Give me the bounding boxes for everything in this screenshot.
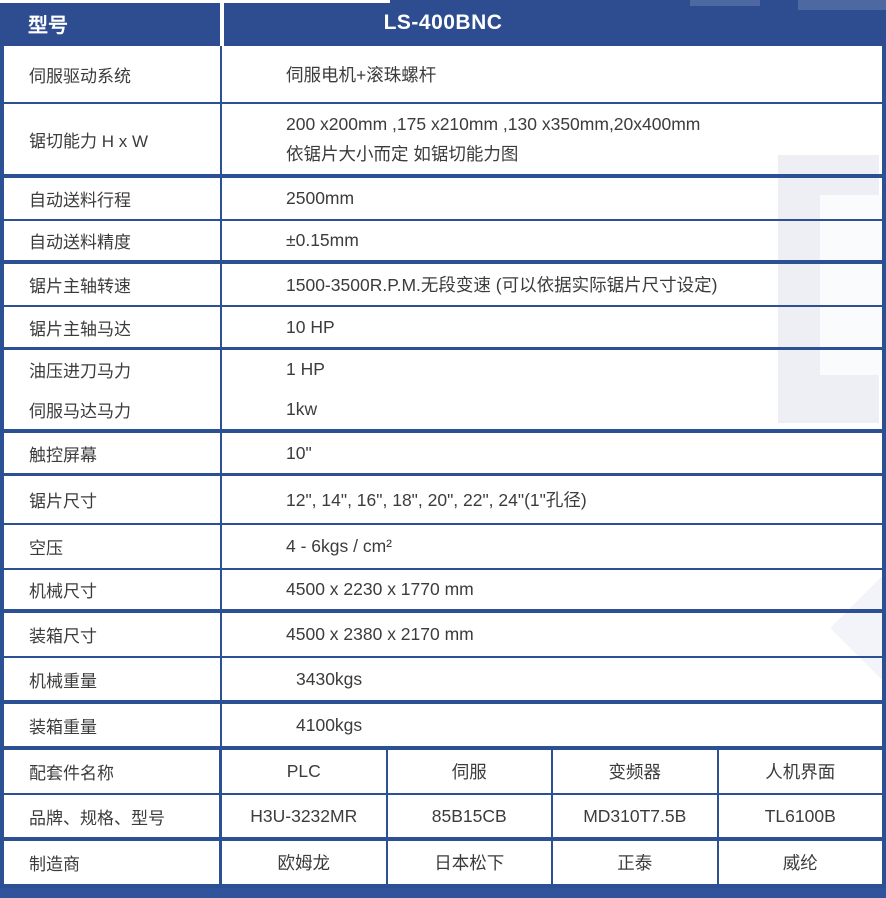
spec-label: 机械尺寸	[4, 570, 222, 609]
spec-label: 空压	[4, 525, 222, 568]
header-glare	[690, 0, 760, 6]
spec-value: 12", 14", 16", 18", 20", 22", 24"(1"孔径)	[286, 490, 587, 510]
accessory-cell: MD310T7.5B	[553, 795, 719, 837]
spec-row-touch-screen: 触控屏幕 10"	[4, 433, 882, 476]
spec-row-feed-accuracy: 自动送料精度 ±0.15mm	[4, 221, 882, 264]
spec-row-motors: 油压进刀马力 伺服马达马力 1 HP 1kw	[4, 350, 882, 433]
spec-label: 油压进刀马力	[29, 362, 131, 382]
spec-row-cutting-capacity: 锯切能力 H x W 200 x200mm ,175 x210mm ,130 x…	[4, 104, 882, 178]
spec-value: 4100kgs	[296, 714, 363, 735]
spec-value: 10 HP	[286, 316, 335, 337]
spec-row-servo-drive: 伺服驱动系统 伺服电机+滚珠螺杆	[4, 46, 882, 104]
spec-value-group: 1 HP 1kw	[222, 350, 882, 429]
spec-rows: 伺服驱动系统 伺服电机+滚珠螺杆 锯切能力 H x W 200 x200mm ,…	[0, 46, 886, 888]
spec-label: 自动送料行程	[4, 178, 222, 219]
accessories-label: 配套件名称	[4, 750, 222, 793]
accessory-cell: 正泰	[553, 841, 719, 884]
accessories-manufacturer-row: 制造商 欧姆龙 日本松下 正泰 威纶	[4, 841, 882, 888]
spec-row-packing-weight: 装箱重量 4100kgs	[4, 704, 882, 750]
header-divider	[220, 0, 224, 46]
spec-value: 1 HP	[286, 359, 325, 380]
spec-value: 1500-3500R.P.M.无段变速 (可以依据实际锯片尺寸设定)	[286, 275, 718, 295]
accessory-cell: 欧姆龙	[222, 841, 388, 884]
spec-row-packing-size: 装箱尺寸 4500 x 2380 x 2170 mm	[4, 613, 882, 658]
table-header-row: LS-400BNC 型号	[0, 0, 886, 46]
spec-label: 锯切能力 H x W	[4, 104, 222, 174]
spec-label: 机械重量	[4, 658, 222, 700]
spec-value: 2500mm	[286, 188, 355, 208]
spec-label-group: 油压进刀马力 伺服马达马力	[4, 350, 222, 429]
accessory-cell: H3U-3232MR	[222, 795, 388, 837]
spec-row-machine-size: 机械尺寸 4500 x 2230 x 1770 mm	[4, 570, 882, 613]
spec-row-machine-weight: 机械重量 3430kgs	[4, 658, 882, 704]
spec-label: 自动送料精度	[4, 221, 222, 260]
spec-label: 装箱重量	[4, 704, 222, 746]
header-glare	[798, 0, 886, 10]
spec-row-spindle-speed: 锯片主轴转速 1500-3500R.P.M.无段变速 (可以依据实际锯片尺寸设定…	[4, 264, 882, 307]
accessory-cell: 威纶	[782, 853, 818, 873]
spec-label: 锯片主轴转速	[4, 264, 222, 305]
spec-value: 1kw	[286, 398, 318, 419]
model-value: LS-400BNC	[383, 11, 503, 34]
accessory-cell: 人机界面	[765, 762, 836, 782]
spec-value: 10"	[286, 442, 312, 463]
bottom-blue-bar	[0, 888, 886, 898]
spec-label: 锯片主轴马达	[4, 307, 222, 347]
accessory-cell: 变频器	[553, 750, 719, 793]
accessories-brand-row: 品牌、规格、型号 H3U-3232MR 85B15CB MD310T7.5B T…	[4, 795, 882, 841]
model-label: 型号	[28, 14, 68, 37]
top-white-strip	[0, 0, 390, 3]
spec-value: 200 x200mm ,175 x210mm ,130 x350mm,20x40…	[222, 104, 882, 174]
accessory-cell: PLC	[222, 750, 388, 793]
accessory-cell: 85B15CB	[388, 795, 553, 837]
spec-label: 锯片尺寸	[4, 476, 222, 523]
spec-value-line: 依锯片大小而定 如锯切能力图	[286, 144, 519, 164]
spec-value: 4 - 6kgs / cm²	[286, 536, 392, 556]
accessories-label: 品牌、规格、型号	[4, 795, 222, 837]
spec-row-spindle-motor: 锯片主轴马达 10 HP	[4, 307, 882, 350]
spec-label: 装箱尺寸	[4, 613, 222, 656]
spec-value: 4500 x 2380 x 2170 mm	[286, 624, 474, 644]
spec-label: 伺服马达马力	[29, 401, 131, 421]
accessory-cell: 伺服	[388, 750, 553, 793]
spec-value: ±0.15mm	[286, 230, 359, 250]
spec-row-feed-stroke: 自动送料行程 2500mm	[4, 178, 882, 221]
spec-value-line: 200 x200mm ,175 x210mm ,130 x350mm,20x40…	[286, 114, 701, 134]
spec-row-air-pressure: 空压 4 - 6kgs / cm²	[4, 525, 882, 570]
accessories-header-row: 配套件名称 PLC 伺服 变频器 人机界面	[4, 750, 882, 795]
accessory-cell: 日本松下	[388, 841, 553, 884]
spec-value: 4500 x 2230 x 1770 mm	[286, 579, 474, 599]
accessories-label: 制造商	[4, 841, 222, 884]
spec-value: 伺服电机+滚珠螺杆	[286, 64, 437, 85]
watermark-notch	[820, 195, 886, 375]
spec-label: 伺服驱动系统	[4, 46, 222, 102]
accessory-cell: TL6100B	[764, 805, 836, 826]
spec-label: 触控屏幕	[4, 433, 222, 473]
spec-value: 3430kgs	[296, 668, 363, 689]
spec-row-blade-size: 锯片尺寸 12", 14", 16", 18", 20", 22", 24"(1…	[4, 476, 882, 525]
